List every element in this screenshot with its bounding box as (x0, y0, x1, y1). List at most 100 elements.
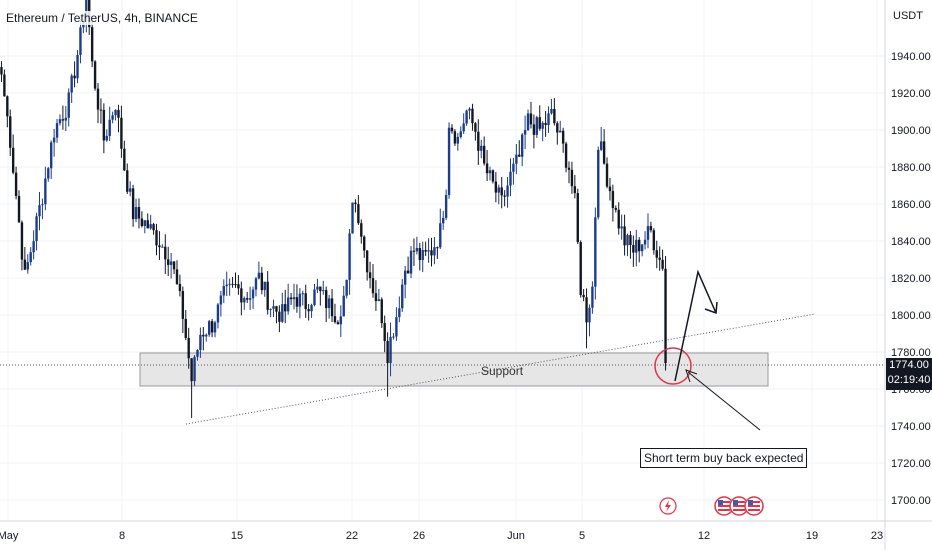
candle-body (497, 187, 500, 193)
candle-body (281, 304, 284, 322)
candle-body (357, 204, 360, 224)
candle-body (594, 217, 597, 287)
candle-body (570, 169, 574, 187)
buy-zone-circle (654, 347, 692, 385)
candle-body (58, 119, 62, 124)
candle-body (190, 358, 193, 382)
candle-body (17, 196, 21, 223)
candle-body (339, 316, 343, 325)
candle-body (310, 305, 313, 312)
x-tick-label: 26 (413, 530, 425, 542)
current-price-value: 1774.00 (889, 359, 929, 371)
support-label: Support (481, 364, 524, 378)
candle-body (38, 205, 41, 217)
candle-body (257, 272, 261, 279)
y-tick-label: 1800.00 (891, 310, 931, 322)
y-tick-label: 1700.00 (891, 495, 931, 507)
candle-body (146, 220, 149, 229)
candle-body (564, 143, 568, 168)
candle-body (105, 135, 108, 141)
candle-body (363, 236, 366, 251)
candle-body (169, 261, 173, 265)
candle-body (205, 334, 208, 337)
candle-body (225, 284, 228, 287)
candle-body (149, 224, 152, 229)
candle-body (664, 268, 667, 364)
candle-body (55, 123, 59, 138)
candle-body (164, 246, 167, 260)
candle-body (161, 246, 164, 248)
candle-body (649, 226, 653, 231)
candle-body (579, 242, 582, 295)
candle-body (284, 304, 287, 312)
candle-body (70, 75, 73, 93)
candle-body (550, 108, 553, 114)
candle-body (477, 131, 480, 151)
candle-body (178, 283, 182, 292)
candle-body (488, 170, 492, 174)
candle-body (272, 306, 275, 309)
candle-body (79, 27, 82, 55)
candle-body (591, 286, 594, 308)
candle-body (500, 187, 503, 196)
candle-body (520, 134, 524, 157)
candle-body (29, 252, 32, 263)
candle-body (278, 311, 281, 322)
candle-body (503, 195, 506, 197)
candle-body (275, 306, 278, 312)
candle-body (559, 130, 562, 133)
candle-body (333, 316, 337, 323)
candle-body (96, 88, 100, 110)
candle-body (541, 122, 544, 129)
y-tick-label: 1740.00 (891, 421, 931, 433)
lightning-icon[interactable] (659, 497, 677, 515)
us-flag-icon[interactable] (744, 496, 764, 516)
candle-body (576, 193, 579, 243)
candle-body (175, 269, 179, 284)
candle-body (538, 117, 541, 129)
candle-body (140, 218, 144, 227)
candle-body (371, 278, 375, 294)
candle-body (298, 293, 302, 307)
x-tick-label: Jun (507, 530, 525, 542)
candle-body (322, 290, 325, 292)
candle-body (377, 299, 381, 302)
candle-body (114, 109, 117, 116)
note-pointer (687, 371, 761, 431)
candle-body (471, 108, 474, 124)
candle-body (386, 340, 389, 364)
candle-body (444, 195, 448, 218)
candle-body (509, 171, 512, 186)
note-pointer-head (685, 369, 698, 383)
candle-body (465, 110, 468, 124)
candle-body (430, 250, 433, 256)
candle-body (629, 235, 632, 245)
candle-body (117, 109, 120, 118)
candle-body (450, 127, 454, 132)
candle-body (360, 223, 363, 237)
candle-body (409, 250, 413, 274)
candle-body (301, 293, 304, 295)
y-tick-label: 1840.00 (891, 236, 931, 248)
x-tick-label: May (0, 530, 19, 542)
annotation-note: Short term buy back expected (640, 448, 808, 468)
candle-body (433, 247, 436, 256)
candle-body (582, 294, 585, 298)
support-zone (139, 352, 769, 387)
candle-body (108, 119, 111, 136)
candle-body (491, 170, 495, 182)
candle-body (251, 289, 255, 299)
candle-body (655, 250, 658, 258)
candle-body (526, 113, 530, 131)
x-tick-label: 23 (871, 530, 883, 542)
candle-body (620, 226, 623, 229)
candle-body (415, 248, 419, 252)
candle-body (295, 297, 299, 307)
candle-body (248, 298, 252, 300)
candle-body (482, 145, 486, 164)
y-tick-label: 1880.00 (891, 162, 931, 174)
candle-body (102, 109, 106, 141)
candle-body (44, 178, 47, 205)
candle-body (216, 304, 220, 323)
